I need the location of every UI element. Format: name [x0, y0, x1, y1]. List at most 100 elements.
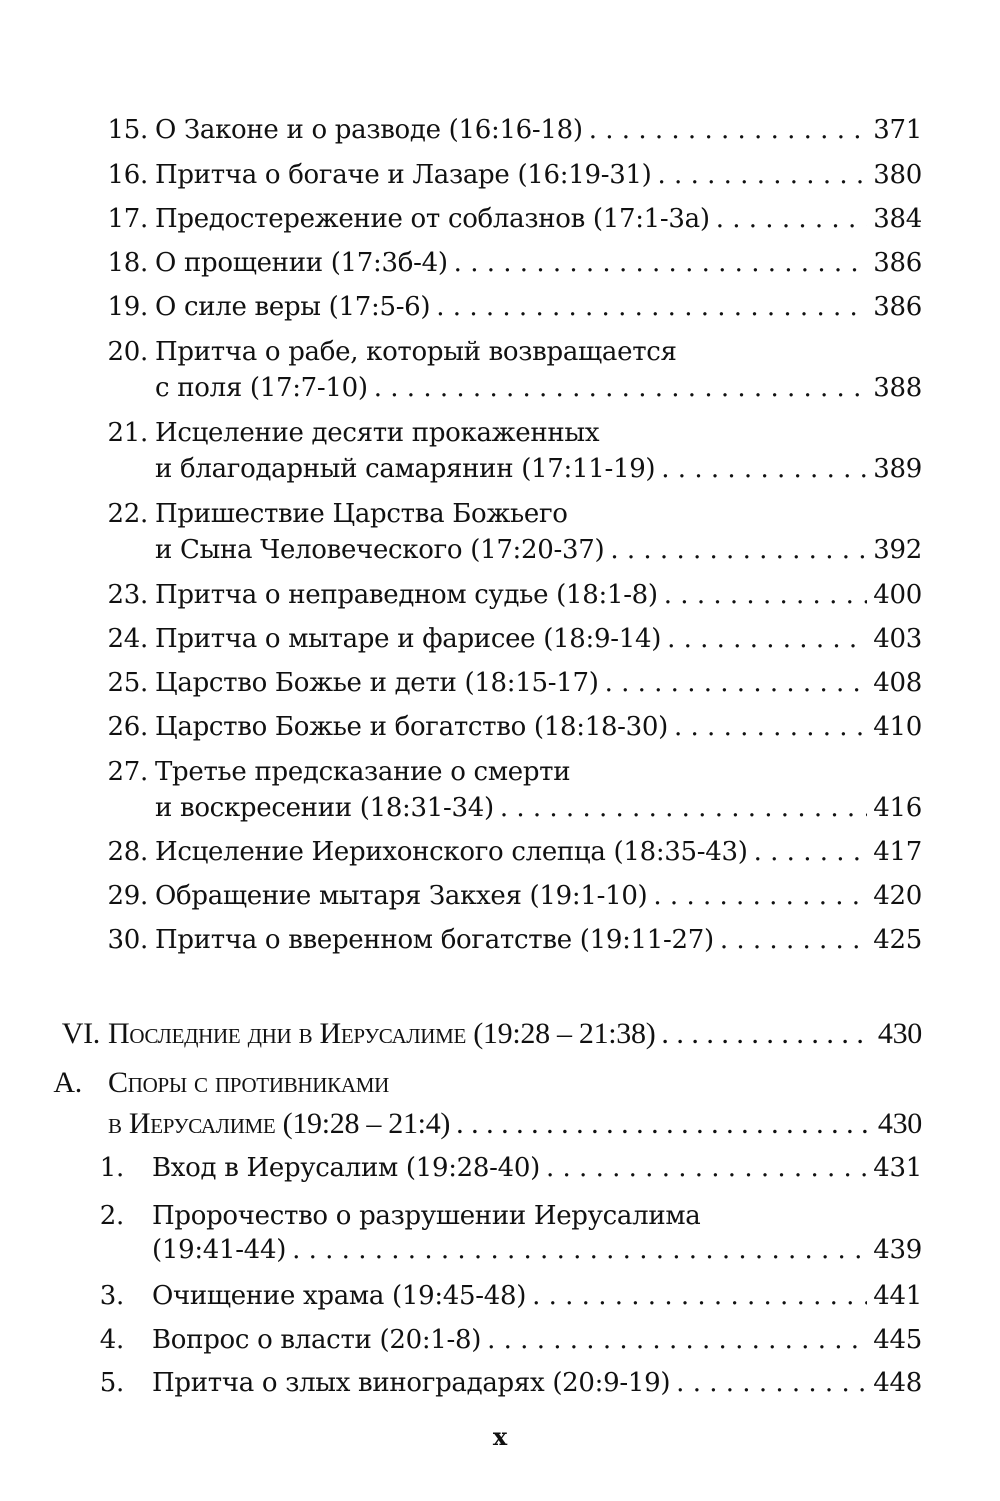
- toc-entry-title: Исцеление Иерихонского слепца (18:35-43): [155, 837, 748, 867]
- toc-entry-line: 17. Предостережение от соблазнов (17:1-3а…: [0, 199, 1000, 239]
- toc-entry-title: Царство Божье и богатство (18:18-30): [155, 712, 668, 742]
- toc-entry-text-row: Царство Божье и дети (18:15-17) 408: [155, 668, 922, 698]
- toc-entry-line: 26.Царство Божье и богатство (18:18-30) 4…: [0, 707, 1000, 747]
- toc-entry-page: 400: [873, 580, 922, 610]
- toc-entry-line: 29.Обращение мытаря Закхея (19:1-10) 420: [0, 876, 1000, 916]
- section-heading-line: VI. Последние дни в Иерусалиме (19:28 – 2…: [0, 1014, 1000, 1054]
- subsection-heading-text-row: Споры с противниками: [108, 1066, 389, 1100]
- toc-subentry-page: 448: [873, 1368, 922, 1398]
- toc-entry-number: 30.: [107, 925, 149, 955]
- toc-entry-line: и воскресении (18:31-34) 416: [0, 788, 1000, 828]
- toc-entry-text-row: О Законе и о разводе (16:16-18) 371: [155, 115, 922, 145]
- toc-entry-page: 386: [873, 292, 922, 322]
- toc-entry-line: 24.Притча о мытаре и фарисее (18:9-14) 40…: [0, 619, 1000, 659]
- toc-entry-text-row: Исцеление десяти прокаженных: [155, 418, 600, 448]
- toc-entry-text-row: Притча о неправедном судье (18:1-8) 400: [155, 580, 922, 610]
- toc-entry-line: 15.О Законе и о разводе (16:16-18) 371: [0, 110, 1000, 150]
- toc-entry-line: 22. Пришествие Царства Божьего: [0, 494, 1000, 534]
- toc-entry-number: 21.: [107, 418, 149, 448]
- toc-entry-text-row: Исцеление Иерихонского слепца (18:35-43)…: [155, 837, 922, 867]
- dot-leader: [610, 535, 867, 565]
- toc-subentry-page: 441: [873, 1281, 922, 1311]
- toc-entry-page: 388: [873, 373, 922, 403]
- toc-subentry-title: (19:41-44): [152, 1235, 287, 1265]
- toc-entry-line: 19.О силе веры (17:5-6) 386: [0, 287, 1000, 327]
- toc-entry-page: 371: [873, 115, 922, 145]
- toc-subentry-text-row: Вход в Иерусалим (19:28-40) 431: [152, 1153, 922, 1183]
- toc-subentry-number: 3.: [99, 1281, 125, 1311]
- toc-entry-number: 25.: [107, 668, 149, 698]
- toc-subentry-page: 439: [873, 1235, 922, 1265]
- toc-subentry-line: 3. Очищение храма (19:45-48) 441: [0, 1276, 1000, 1316]
- toc-entry-number: 29.: [107, 881, 149, 911]
- toc-entry-title: Притча о неправедном судье (18:1-8): [155, 580, 658, 610]
- toc-entry-text-row: с поля (17:7-10) 388: [155, 373, 922, 403]
- toc-entry-number: 24.: [107, 624, 149, 654]
- toc-entry-page: 403: [873, 624, 922, 654]
- toc-entry-line: с поля (17:7-10) 388: [0, 368, 1000, 408]
- toc-entry-line: 18.О прощении (17:3б-4) 386: [0, 243, 1000, 283]
- dot-leader: [456, 1107, 872, 1141]
- toc-entry-page: 380: [873, 160, 922, 190]
- toc-entry-page: 425: [873, 925, 922, 955]
- section-heading-number: VI.: [61, 1017, 101, 1050]
- toc-subentry-line: 2. Пророчество о разрушении Иерусалима: [0, 1196, 1000, 1236]
- section-heading-page: 430: [877, 1017, 922, 1050]
- toc-entry-number: 28.: [107, 837, 149, 867]
- toc-subentry-page: 445: [873, 1325, 922, 1355]
- dot-leader: [500, 793, 867, 823]
- toc-entry-number: 17.: [107, 204, 149, 234]
- toc-entry-title: с поля (17:7-10): [155, 373, 368, 403]
- toc-entry-text-row: Притча о рабе, который возвращается: [155, 337, 677, 367]
- page-number: x: [492, 1422, 508, 1451]
- toc-subentry-title: Вход в Иерусалим (19:28-40): [152, 1153, 540, 1183]
- toc-entry-text-row: Притча о богаче и Лазаре (16:19-31) 380: [155, 160, 922, 190]
- toc-entry-text-row: Обращение мытаря Закхея (19:1-10) 420: [155, 881, 922, 911]
- toc-entry-title: Притча о богаче и Лазаре (16:19-31): [155, 160, 652, 190]
- dot-leader: [653, 881, 867, 911]
- toc-subentry-text-row: (19:41-44) 439: [152, 1235, 922, 1265]
- section-heading-title: Последние дни в Иерусалиме (19:28 – 21:3…: [108, 1017, 656, 1050]
- toc-subentry-line: 4. Вопрос о власти (20:1-8) 445: [0, 1320, 1000, 1360]
- dot-leader: [720, 925, 867, 955]
- toc-entry-number: 23.: [107, 580, 149, 610]
- subsection-heading-title: Споры с противниками: [108, 1066, 389, 1099]
- toc-entry-title: Притча о вверенном богатстве (19:11-27): [155, 925, 714, 955]
- toc-entry-title: Третье предсказание о смерти: [155, 757, 571, 787]
- toc-entry-text-row: Пришествие Царства Божьего: [155, 499, 568, 529]
- toc-entry-title: Притча о мытаре и фарисее (18:9-14): [155, 624, 662, 654]
- toc-entry-number: 26.: [107, 712, 149, 742]
- subsection-heading-text-row: в Иерусалиме (19:28 – 21:4) 430: [108, 1107, 922, 1141]
- toc-subentry-text-row: Притча о злых виноградарях (20:9-19) 448: [152, 1368, 922, 1398]
- dot-leader: [454, 248, 868, 278]
- dot-leader: [605, 668, 868, 698]
- dot-leader: [661, 1017, 872, 1051]
- subsection-heading-line: A. Споры с противниками: [0, 1063, 1000, 1103]
- toc-entry-line: 30. Притча о вверенном богатстве (19:11-2…: [0, 920, 1000, 960]
- toc-entry-title: О силе веры (17:5-6): [155, 292, 431, 322]
- subsection-heading-title: в Иерусалиме (19:28 – 21:4): [108, 1107, 451, 1140]
- toc-entry-page: 416: [873, 793, 922, 823]
- toc-entry-page: 389: [873, 454, 922, 484]
- toc-entry-number: 15.: [107, 115, 149, 145]
- toc-subentry-number: 5.: [99, 1368, 125, 1398]
- dot-leader: [436, 292, 867, 322]
- toc-entry-title: и воскресении (18:31-34): [155, 793, 494, 823]
- subsection-heading-line: в Иерусалиме (19:28 – 21:4) 430: [0, 1104, 1000, 1144]
- toc-entry-title: и благодарный самарянин (17:11-19): [155, 454, 656, 484]
- dot-leader: [674, 712, 867, 742]
- toc-entry-line: 27. Третье предсказание о смерти: [0, 752, 1000, 792]
- toc-entry-line: и благодарный самарянин (17:11-19) 389: [0, 449, 1000, 489]
- toc-entry-number: 27.: [107, 757, 149, 787]
- dot-leader: [487, 1325, 867, 1355]
- dot-leader: [716, 204, 868, 234]
- toc-entry-text-row: Притча о мытаре и фарисее (18:9-14) 403: [155, 624, 922, 654]
- toc-subentry-line: (19:41-44) 439: [0, 1230, 1000, 1270]
- toc-subentry-text-row: Очищение храма (19:45-48) 441: [152, 1281, 922, 1311]
- dot-leader: [589, 115, 868, 145]
- toc-entry-text-row: и воскресении (18:31-34) 416: [155, 793, 922, 823]
- dot-leader: [667, 624, 867, 654]
- toc-entry-title: Обращение мытаря Закхея (19:1-10): [155, 881, 648, 911]
- toc-entry-text-row: Царство Божье и богатство (18:18-30) 410: [155, 712, 922, 742]
- dot-leader: [754, 837, 868, 867]
